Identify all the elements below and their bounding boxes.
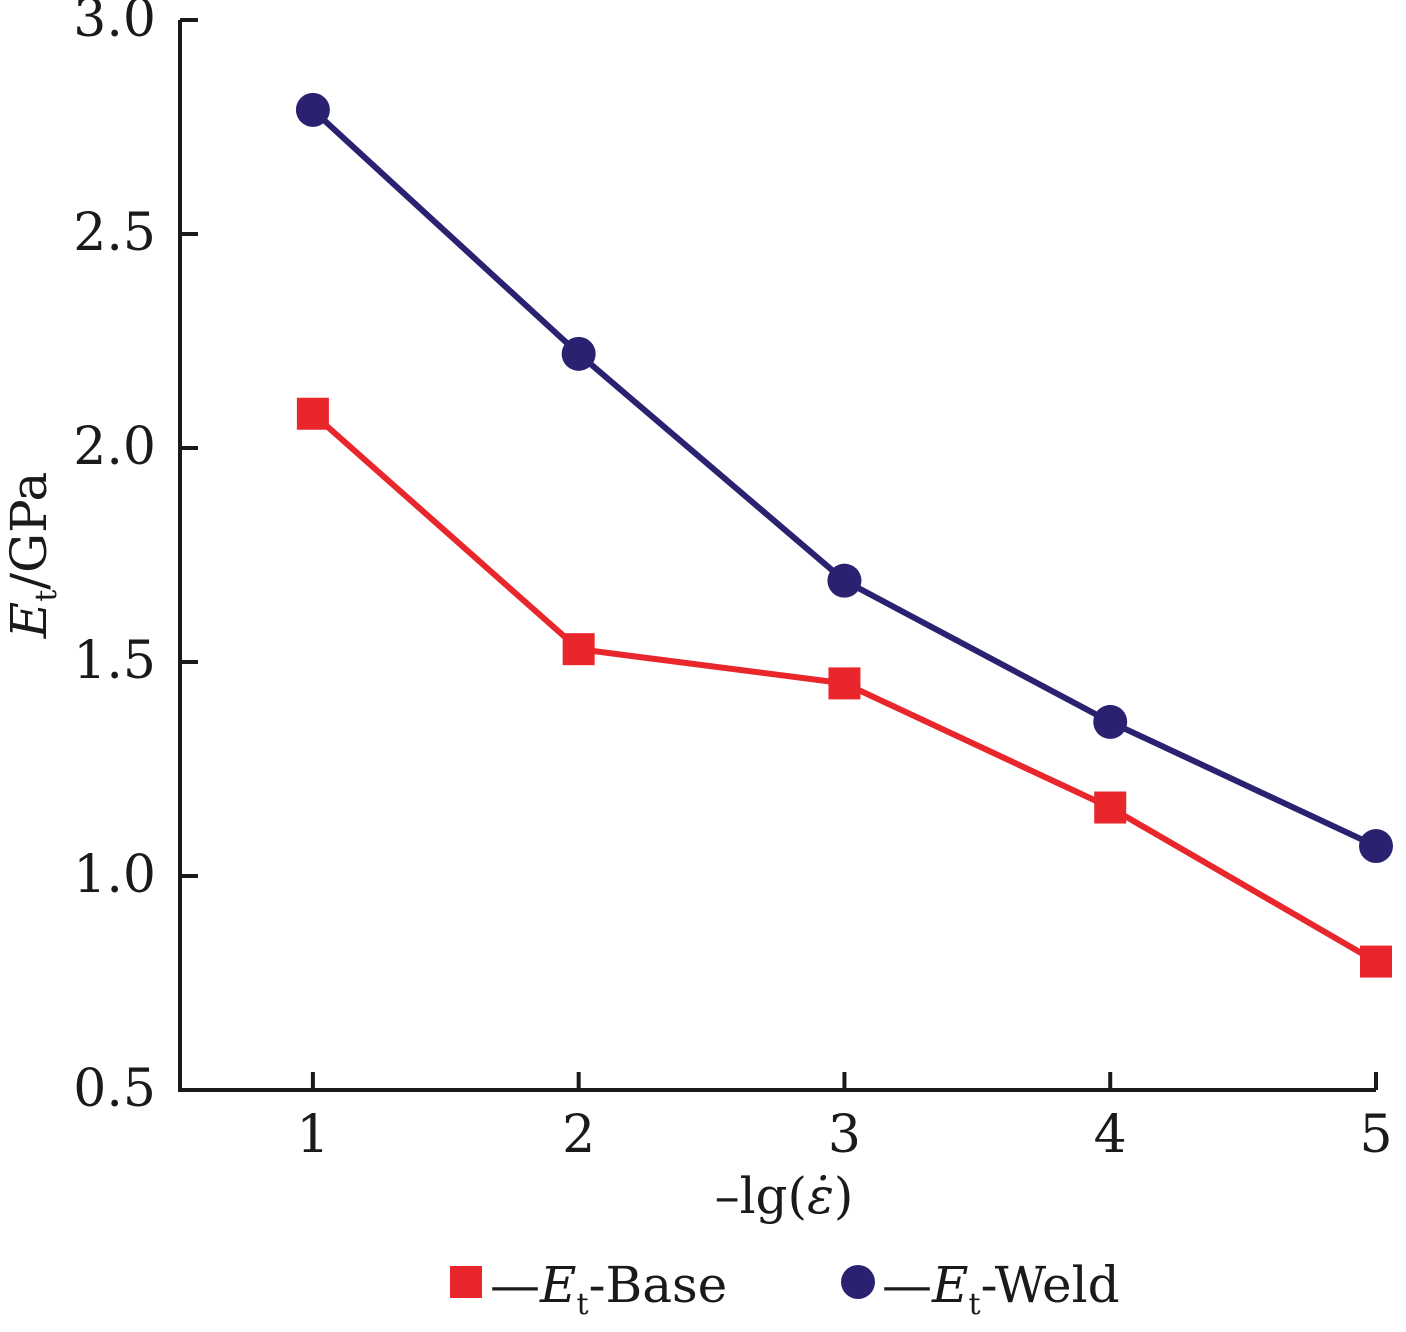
- y-tick-label-2: 1.5: [73, 631, 156, 691]
- legend-marker-base: [450, 1266, 482, 1298]
- point-base-1: [296, 397, 329, 430]
- y-tick-label-0: 0.5: [73, 1059, 156, 1119]
- y-tick-label-4: 2.5: [73, 203, 156, 263]
- series-layer: [295, 92, 1393, 978]
- point-weld-1: [295, 92, 330, 127]
- y-tick-label-1: 1.0: [73, 845, 156, 905]
- y-axis-title: Et/GPa: [0, 472, 64, 640]
- axes: [178, 20, 1376, 1092]
- point-base-4: [1094, 791, 1127, 824]
- point-weld-2: [561, 336, 596, 371]
- legend-label-weld: —Et-Weld: [882, 1256, 1120, 1322]
- point-base-5: [1360, 945, 1392, 978]
- line-weld: [310, 107, 1378, 849]
- x-tick-label-0: 1: [296, 1105, 329, 1165]
- legend-item-base: —Et-Base: [450, 1256, 727, 1322]
- x-tick-label-4: 5: [1359, 1105, 1392, 1165]
- x-axis-title: –lg(ε̇): [715, 1167, 854, 1225]
- y-tick-label-3: 2.0: [73, 417, 156, 477]
- point-base-3: [828, 667, 861, 700]
- point-weld-4: [1093, 704, 1128, 739]
- ticks: 0.5 1.0 1.5 2.0 2.5 3.0 1 2 3 4 5: [73, 0, 1392, 1165]
- x-tick-label-3: 4: [1094, 1105, 1127, 1165]
- series-weld: [295, 92, 1393, 864]
- y-tick-label-5: 3.0: [73, 0, 156, 49]
- legend-label-base: —Et-Base: [490, 1256, 727, 1322]
- point-weld-3: [827, 563, 862, 598]
- point-base-2: [562, 633, 595, 666]
- series-base: [296, 397, 1392, 978]
- legend-marker-weld: [841, 1265, 875, 1299]
- legend: —Et-Base —Et-Weld: [450, 1256, 1120, 1322]
- legend-item-weld: —Et-Weld: [841, 1256, 1120, 1322]
- point-weld-5: [1359, 829, 1393, 864]
- x-tick-label-2: 3: [828, 1105, 861, 1165]
- x-tick-label-1: 2: [562, 1105, 595, 1165]
